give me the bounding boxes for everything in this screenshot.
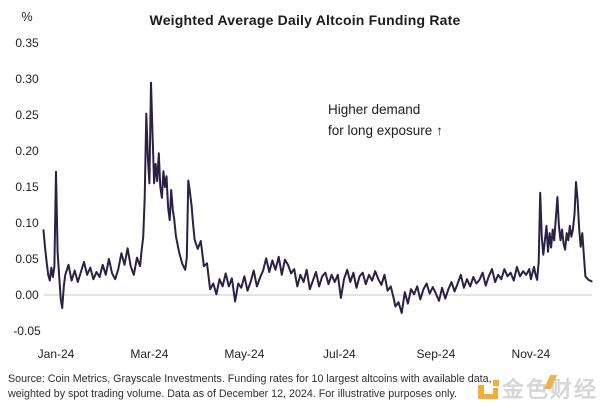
y-tick-label: 0.25: [15, 108, 39, 122]
source-note: Source: Coin Metrics, Grayscale Investme…: [8, 372, 596, 401]
x-tick-label: Sep-24: [416, 347, 456, 361]
y-tick-label: 0.35: [15, 36, 39, 50]
y-tick-label: 0.15: [15, 180, 39, 194]
x-tick-label: Nov-24: [511, 347, 551, 361]
y-tick-label: 0.30: [15, 72, 39, 86]
annotation-line-2: for long exposure ↑: [328, 123, 443, 138]
source-note-line-1: Source: Coin Metrics, Grayscale Investme…: [8, 373, 492, 385]
x-tick-label: Jul-24: [323, 347, 356, 361]
y-tick-label: 0.00: [15, 288, 39, 302]
y-tick-label: -0.05: [13, 324, 41, 338]
source-note-line-2: weighted by spot trading volume. Data as…: [8, 387, 457, 400]
x-tick-label: Mar-24: [130, 347, 169, 361]
funding-rate-series-line: [42, 81, 593, 314]
y-tick-label: 0.10: [15, 216, 39, 230]
y-tick-label: 0.20: [15, 144, 39, 158]
y-tick-label: 0.05: [15, 252, 39, 266]
chart-annotation: Higher demand for long exposure ↑: [328, 99, 443, 141]
x-tick-label: Jan-24: [37, 347, 75, 361]
y-axis-unit-label: %: [21, 10, 33, 24]
chart-title: Weighted Average Daily Altcoin Funding R…: [149, 12, 461, 28]
annotation-line-1: Higher demand: [328, 102, 421, 117]
x-tick-label: May-24: [224, 347, 265, 361]
